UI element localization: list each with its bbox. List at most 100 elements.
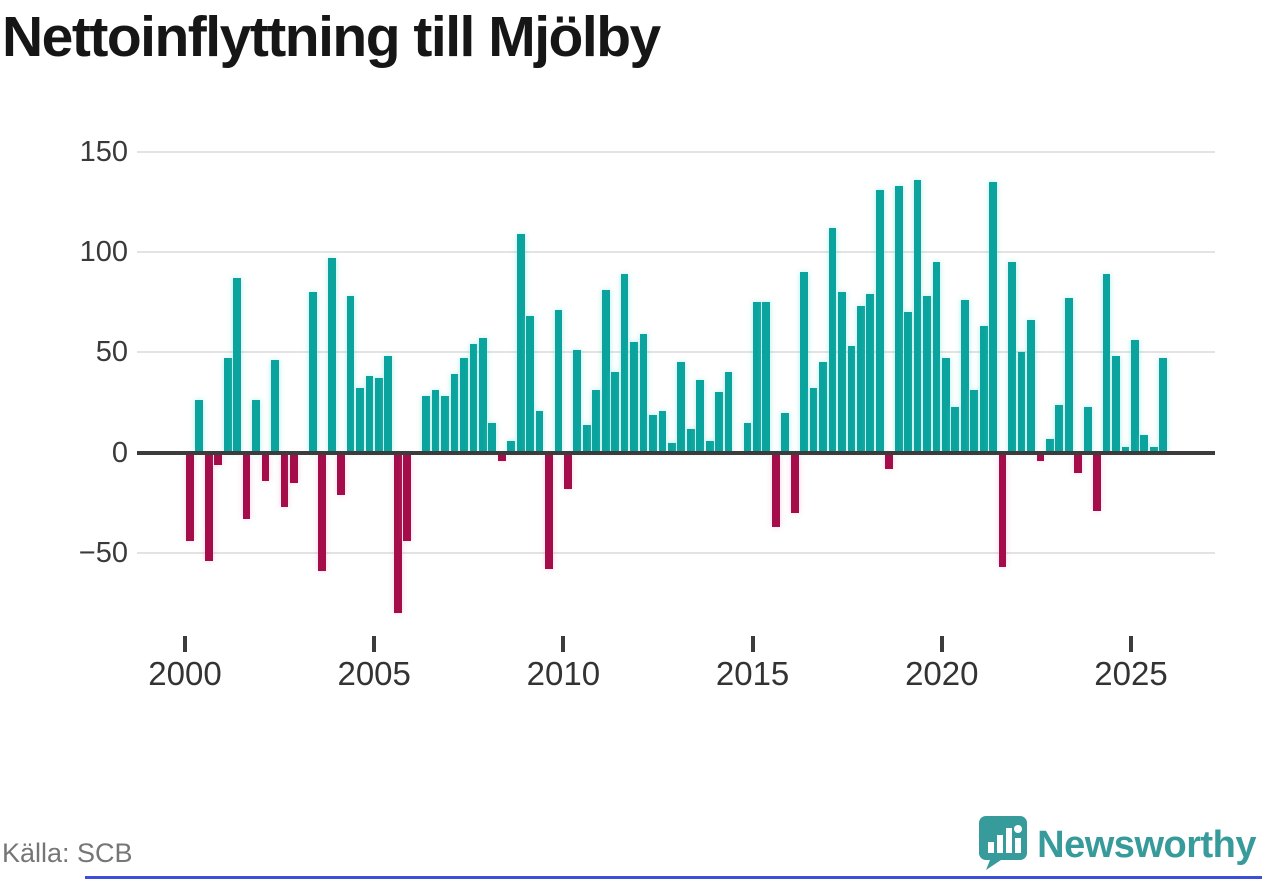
bar-2004-q2[interactable] <box>346 296 355 453</box>
bar-2024-q3[interactable] <box>1112 356 1120 453</box>
bar-2020-q4[interactable] <box>970 390 979 453</box>
newsworthy-logo[interactable]: Newsworthy <box>979 816 1256 875</box>
bar-2003-q4[interactable] <box>327 257 336 453</box>
bar-2014-q2[interactable] <box>724 372 733 453</box>
bar-2016-q2[interactable] <box>800 271 809 453</box>
bar-2006-q3[interactable] <box>431 390 440 453</box>
bar-2001-q4[interactable] <box>252 400 260 453</box>
bar-2007-q3[interactable] <box>469 344 478 453</box>
bar-2024-q4[interactable] <box>1121 446 1130 453</box>
bar-2002-q2[interactable] <box>271 360 279 453</box>
bar-2016-q4[interactable] <box>819 362 827 453</box>
bar-2005-q2[interactable] <box>384 356 393 453</box>
bar-2024-q1[interactable] <box>1093 454 1101 511</box>
bar-2012-q2[interactable] <box>649 414 657 453</box>
bar-2018-q4[interactable] <box>894 185 903 453</box>
bar-2007-q2[interactable] <box>460 358 468 453</box>
bar-2022-q4[interactable] <box>1045 438 1054 453</box>
bar-2012-q4[interactable] <box>667 442 676 453</box>
bar-2010-q3[interactable] <box>582 424 591 453</box>
bar-2015-q4[interactable] <box>781 412 790 453</box>
bar-2005-q1[interactable] <box>375 378 383 453</box>
bar-2021-q2[interactable] <box>989 181 998 453</box>
bar-2015-q1[interactable] <box>753 302 761 453</box>
bar-2015-q3[interactable] <box>771 454 780 527</box>
bar-2025-q2[interactable] <box>1140 434 1149 453</box>
bar-2018-q2[interactable] <box>875 189 884 453</box>
bar-2010-q1[interactable] <box>564 454 572 489</box>
bar-2014-q1[interactable] <box>715 392 723 453</box>
bar-2000-q3[interactable] <box>204 454 213 562</box>
bar-2008-q1[interactable] <box>488 422 497 453</box>
bar-2001-q1[interactable] <box>223 358 232 453</box>
bar-2008-q4[interactable] <box>516 233 525 453</box>
bar-2021-q4[interactable] <box>1008 261 1016 453</box>
bar-2017-q4[interactable] <box>856 306 865 453</box>
bar-2001-q2[interactable] <box>233 278 242 453</box>
bar-2019-q4[interactable] <box>932 261 941 453</box>
bar-2025-q3[interactable] <box>1149 446 1158 453</box>
bar-2002-q3[interactable] <box>280 454 289 507</box>
bar-2025-q1[interactable] <box>1131 340 1139 453</box>
bar-2013-q1[interactable] <box>677 362 686 453</box>
bar-2023-q4[interactable] <box>1083 406 1092 453</box>
bar-2018-q3[interactable] <box>885 454 894 469</box>
bar-2011-q3[interactable] <box>620 273 629 453</box>
bar-2021-q1[interactable] <box>979 326 988 453</box>
bar-2012-q3[interactable] <box>658 410 667 453</box>
bar-2020-q3[interactable] <box>960 300 969 453</box>
bar-2022-q2[interactable] <box>1027 320 1035 453</box>
bar-2010-q2[interactable] <box>573 350 582 453</box>
bar-2004-q4[interactable] <box>365 376 374 453</box>
bar-2009-q4[interactable] <box>554 310 563 453</box>
bar-2013-q2[interactable] <box>686 428 695 453</box>
bar-2018-q1[interactable] <box>866 294 875 453</box>
bar-2011-q1[interactable] <box>601 290 610 453</box>
bar-2004-q3[interactable] <box>356 388 364 453</box>
bar-2013-q3[interactable] <box>696 380 705 453</box>
bar-2001-q3[interactable] <box>242 454 251 519</box>
bar-2019-q2[interactable] <box>913 179 922 453</box>
bar-2024-q2[interactable] <box>1102 273 1111 453</box>
bar-2004-q1[interactable] <box>337 454 345 495</box>
bar-2006-q2[interactable] <box>422 396 431 453</box>
bar-2008-q2[interactable] <box>497 454 506 461</box>
bar-2000-q1[interactable] <box>186 454 194 542</box>
bar-2023-q3[interactable] <box>1074 454 1083 473</box>
bar-2016-q1[interactable] <box>790 454 799 513</box>
bar-2021-q3[interactable] <box>998 454 1007 568</box>
bar-2003-q3[interactable] <box>318 454 327 572</box>
bar-2020-q1[interactable] <box>942 358 950 453</box>
bar-2007-q4[interactable] <box>478 338 487 453</box>
bar-2015-q2[interactable] <box>762 302 771 453</box>
bar-2007-q1[interactable] <box>450 374 459 453</box>
bar-2012-q1[interactable] <box>639 334 648 453</box>
bar-2019-q1[interactable] <box>904 312 912 453</box>
bar-2011-q4[interactable] <box>630 342 638 453</box>
bar-2017-q1[interactable] <box>828 227 837 453</box>
bar-2003-q2[interactable] <box>308 292 317 453</box>
bar-2009-q3[interactable] <box>545 454 553 570</box>
bar-2013-q4[interactable] <box>705 440 714 453</box>
bar-2017-q2[interactable] <box>838 292 846 453</box>
bar-2014-q4[interactable] <box>743 422 752 453</box>
bar-2020-q2[interactable] <box>951 406 960 453</box>
bar-2000-q2[interactable] <box>195 400 204 453</box>
bar-2022-q3[interactable] <box>1036 454 1045 461</box>
bar-2025-q4[interactable] <box>1159 358 1168 453</box>
bar-2006-q4[interactable] <box>441 396 449 453</box>
bar-2009-q2[interactable] <box>535 410 544 453</box>
bar-2008-q3[interactable] <box>507 440 516 453</box>
bar-2019-q3[interactable] <box>923 296 931 453</box>
bar-2000-q4[interactable] <box>214 454 223 465</box>
bar-2002-q1[interactable] <box>261 454 270 481</box>
bar-2010-q4[interactable] <box>592 390 601 453</box>
bar-2005-q4[interactable] <box>403 454 412 542</box>
bar-2011-q2[interactable] <box>611 372 620 453</box>
bar-2023-q2[interactable] <box>1064 298 1073 453</box>
bar-2005-q3[interactable] <box>393 454 402 614</box>
bar-2016-q3[interactable] <box>809 388 818 453</box>
bar-2009-q1[interactable] <box>526 316 534 453</box>
bar-2022-q1[interactable] <box>1017 352 1026 453</box>
bar-2002-q4[interactable] <box>289 454 298 483</box>
